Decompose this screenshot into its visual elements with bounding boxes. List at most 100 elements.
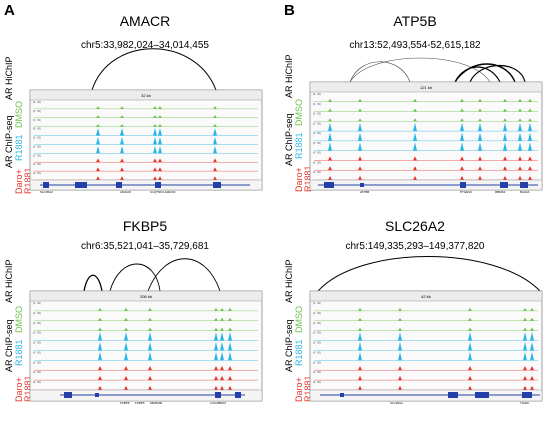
chip-peak — [518, 118, 522, 122]
chip-peak — [124, 375, 128, 381]
chip-peak — [328, 142, 332, 151]
locus-title-fkbp5: FKBP5 — [122, 218, 168, 234]
locus-title-atp5b: ATP5B — [393, 13, 437, 29]
scale-bar-box — [29, 89, 263, 101]
locus-title-slc26a2: SLC26A2 — [385, 218, 445, 234]
chip-peak — [358, 122, 362, 132]
chip-peak — [328, 132, 332, 141]
chip-peak — [413, 156, 417, 161]
chip-peak — [228, 366, 232, 371]
chip-peak — [120, 106, 124, 109]
chip-peak — [358, 327, 362, 331]
chip-peak — [213, 158, 217, 163]
chip-peak — [98, 327, 102, 331]
chip-peak — [214, 385, 218, 390]
hichip-loop — [454, 66, 501, 83]
chip-peak — [228, 375, 232, 381]
chip-peak — [478, 98, 482, 102]
gene-label: MIR5690 — [150, 401, 163, 405]
chip-peak — [220, 366, 224, 371]
chip-peak — [358, 166, 362, 171]
chip-peak — [398, 342, 402, 351]
gene-exon — [520, 182, 528, 188]
gene-exon — [155, 182, 161, 188]
chip-peak — [468, 332, 472, 341]
chip-peak — [213, 176, 217, 180]
chip-peak — [214, 317, 218, 321]
chip-peak — [124, 342, 128, 351]
track-scale-label: [0 - 50] — [33, 322, 41, 325]
chip-peak — [528, 122, 532, 132]
gene-label: FKBP5 — [120, 401, 130, 405]
hichip-loop — [469, 64, 526, 83]
chip-peak — [158, 106, 162, 109]
browser-fkbp5: 208 kb [0 - 50][0 - 50][0 - 50][0 - 50][… — [29, 258, 263, 405]
gene-label: TIGD6 — [520, 401, 529, 405]
chip-peak — [358, 342, 362, 351]
scale-label: 208 kb — [140, 294, 153, 299]
browser-atp5b: 121 kb [0 - 50] [0 - 50] [0 - 50] [0 - 50] [… — [309, 57, 543, 194]
chip-peak — [503, 132, 507, 141]
tracks: [0 - 50] [0 - 50] [0 - 50] [0 - 50] [0 - 50]… — [33, 101, 258, 181]
chip-peak — [518, 98, 522, 102]
chip-peak — [158, 124, 162, 127]
hichip-loop — [91, 48, 217, 91]
chip-peak — [528, 132, 532, 141]
chip-peak — [503, 108, 507, 112]
hichip-loop — [147, 258, 221, 292]
chip-peak — [478, 142, 482, 151]
chip-peak — [530, 327, 534, 331]
gene-exon — [500, 182, 508, 188]
chip-peak — [478, 175, 482, 180]
chip-peak — [158, 176, 162, 180]
chip-peak — [98, 375, 102, 381]
chip-peak — [214, 327, 218, 331]
chip-peak — [124, 332, 128, 341]
chip-peak — [120, 115, 124, 118]
chip-peak — [358, 98, 362, 102]
chip-peak — [503, 175, 507, 180]
chip-peak — [98, 342, 102, 351]
chip-peak — [358, 375, 362, 381]
chip-peak — [523, 351, 527, 361]
chip-peak — [460, 156, 464, 161]
scale-bar-box — [29, 290, 263, 302]
chip-peak — [523, 375, 527, 381]
chip-peak — [124, 385, 128, 390]
scale-bar-box — [309, 81, 543, 93]
chip-peak — [358, 108, 362, 112]
gene-exon — [522, 392, 532, 398]
track-scale-label: [0 - 50] — [33, 154, 41, 157]
chip-peak — [518, 132, 522, 141]
chip-peak — [98, 385, 102, 390]
chip-peak — [148, 385, 152, 390]
track-scale-label: [0 - 50] — [33, 361, 41, 364]
chip-peak — [220, 375, 224, 381]
chip-peak — [96, 176, 100, 180]
chip-peak — [528, 166, 532, 171]
hichip-loop — [349, 57, 491, 83]
chip-peak — [214, 342, 218, 351]
track-scale-label: [0 - 50] — [313, 122, 321, 125]
gene-exon — [75, 182, 87, 188]
chip-peak — [228, 317, 232, 321]
chip-peak — [528, 118, 532, 122]
chip-peak — [213, 167, 217, 172]
gene-exon — [215, 392, 221, 398]
chip-peak — [398, 375, 402, 381]
track-scale-label: [0 - 50] — [313, 312, 321, 315]
chip-peak — [124, 351, 128, 361]
chip-peak — [214, 332, 218, 341]
chip-peak — [468, 366, 472, 371]
chip-peak — [124, 327, 128, 331]
track-scale-label: [0 - 50] — [313, 132, 321, 135]
hichip-loop — [109, 263, 161, 292]
chip-peak — [228, 307, 232, 311]
chip-peak — [478, 132, 482, 141]
chip-peak — [214, 351, 218, 361]
gene-exon — [340, 393, 344, 397]
track-scale-label: [0 - 50] — [313, 381, 321, 384]
track-scale-label: [0 - 50] — [33, 101, 41, 104]
chip-peak — [413, 132, 417, 141]
track-scale-label: [0 - 50] — [33, 342, 41, 345]
